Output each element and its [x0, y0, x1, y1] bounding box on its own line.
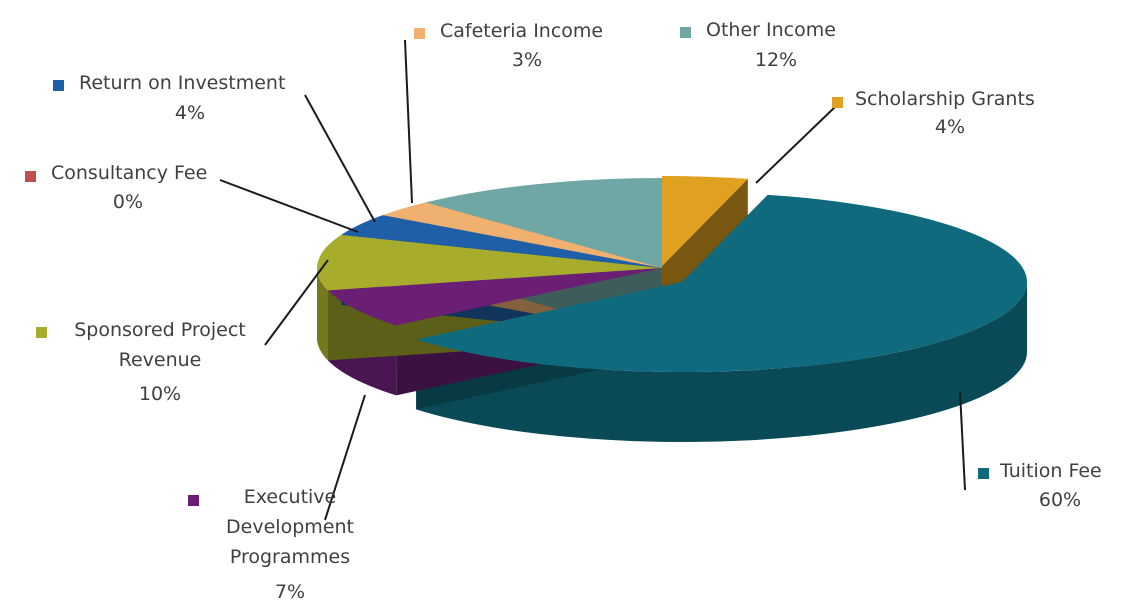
leader-line-sponsored-project-revenue [264, 259, 329, 346]
legend-marker-tuition-fee [978, 468, 989, 479]
pie-slice-return-on-investment [341, 215, 662, 268]
legend-marker-scholarship-grants [832, 97, 843, 108]
legend-marker-sponsored-project-revenue [36, 327, 47, 338]
legend-marker-return-on-investment [53, 80, 64, 91]
legend-marker-consultancy-fee [25, 171, 36, 182]
slice-label-consultancy-fee: Consultancy Fee [51, 162, 207, 184]
slice-percent-cafeteria-income: 3% [512, 49, 542, 71]
pie-slice-sponsored-project-revenue [317, 234, 662, 291]
legend-marker-cafeteria-income [414, 28, 425, 39]
leader-line-executive-development-programmes [324, 394, 366, 521]
slice-label-scholarship-grants: Scholarship Grants [855, 88, 1035, 110]
slice-percent-scholarship-grants: 4% [935, 116, 965, 138]
pie-slice-scholarship-grants [662, 176, 748, 266]
leader-line-scholarship-grants [755, 106, 836, 184]
slice-label-executive-development-programmes: Executive Development Programmes [226, 486, 354, 568]
slice-percent-sponsored-project-revenue: 10% [139, 383, 181, 405]
legend-marker-other-income [680, 27, 691, 38]
pie-slice-tuition-fee [416, 194, 1027, 372]
pie-slice-executive-development-programmes [327, 268, 662, 326]
slice-percent-consultancy-fee: 0% [113, 191, 143, 213]
leader-line-return-on-investment [304, 94, 376, 223]
slice-percent-executive-development-programmes: 7% [275, 581, 305, 603]
pie-slice-other-income [425, 178, 662, 268]
slice-percent-return-on-investment: 4% [175, 102, 205, 124]
pie-side-sponsored-project-revenue [317, 268, 328, 361]
slice-label-other-income: Other Income [706, 19, 836, 41]
slice-label-tuition-fee: Tuition Fee [999, 460, 1102, 482]
leader-line-cafeteria-income [404, 39, 413, 204]
slice-label-cafeteria-income: Cafeteria Income [440, 20, 603, 42]
slice-percent-other-income: 12% [755, 49, 797, 71]
slice-percent-tuition-fee: 60% [1039, 489, 1081, 511]
pie-side-tuition-fee [416, 282, 1027, 442]
legend-marker-executive-development-programmes [188, 495, 199, 506]
slice-label-sponsored-project-revenue: Sponsored Project Revenue [74, 319, 246, 371]
leader-line-consultancy-fee [219, 179, 359, 233]
leader-line-tuition-fee [959, 391, 966, 491]
slice-label-return-on-investment: Return on Investment [79, 72, 285, 94]
pie-slice-cafeteria-income [382, 202, 662, 268]
